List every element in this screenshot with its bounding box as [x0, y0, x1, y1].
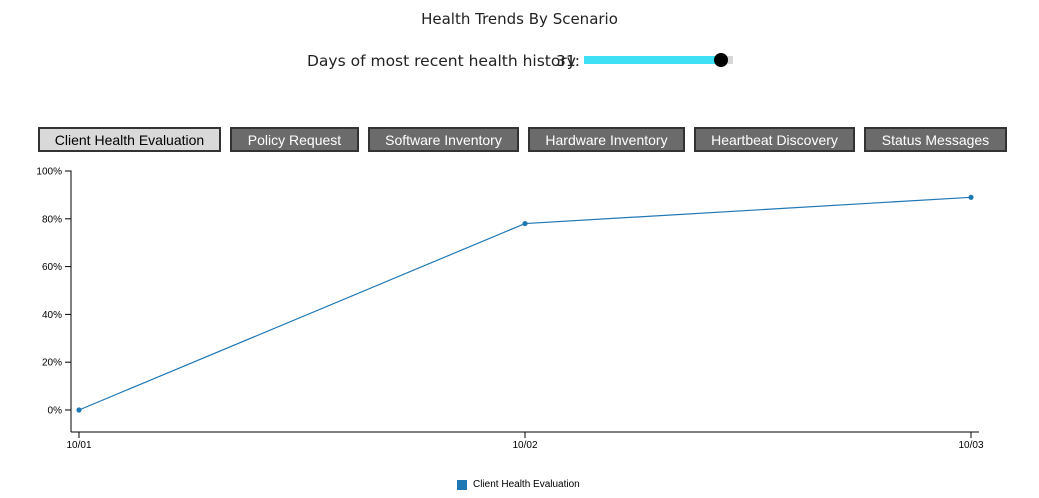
tab-hardware-inventory[interactable]: Hardware Inventory: [528, 127, 685, 152]
x-axis: 10/01 10/02 10/03: [66, 431, 984, 451]
data-point: [522, 220, 528, 227]
y-axis: 0% 20% 40% 60% 80% 100%: [36, 167, 72, 432]
tab-policy-request[interactable]: Policy Request: [230, 127, 359, 152]
x-tick-label: 10/02: [512, 440, 537, 451]
y-tick-label: 0%: [48, 406, 63, 417]
x-tick-label: 10/01: [66, 440, 91, 451]
tab-client-health-evaluation[interactable]: Client Health Evaluation: [38, 127, 221, 152]
data-point: [968, 194, 974, 200]
y-tick-label: 80%: [42, 214, 62, 225]
data-point: [76, 407, 82, 413]
page-title: Health Trends By Scenario: [421, 10, 618, 28]
history-days-value: 31: [556, 52, 576, 70]
slider-thumb[interactable]: [714, 53, 729, 67]
legend-swatch: [457, 480, 467, 490]
y-axis-line: [65, 170, 72, 432]
y-tick-label: 40%: [42, 310, 62, 321]
y-tick-label: 60%: [42, 262, 62, 273]
tab-status-messages[interactable]: Status Messages: [864, 127, 1007, 152]
tab-heartbeat-discovery[interactable]: Heartbeat Discovery: [694, 127, 855, 152]
history-days-label: Days of most recent health history:: [307, 52, 580, 70]
history-days-slider[interactable]: [584, 53, 733, 67]
legend-label: Client Health Evaluation: [473, 479, 580, 490]
tab-software-inventory[interactable]: Software Inventory: [368, 127, 519, 152]
x-tick-label: 10/03: [958, 440, 983, 451]
series-line: [78, 196, 972, 411]
slider-fill: [584, 56, 722, 64]
y-tick-label: 100%: [36, 167, 62, 178]
series-layer: [76, 194, 974, 413]
health-trend-chart: 0% 20% 40% 60% 80% 100% 10/01 10/02 10/03: [36, 167, 984, 452]
y-tick-label: 20%: [42, 358, 62, 369]
